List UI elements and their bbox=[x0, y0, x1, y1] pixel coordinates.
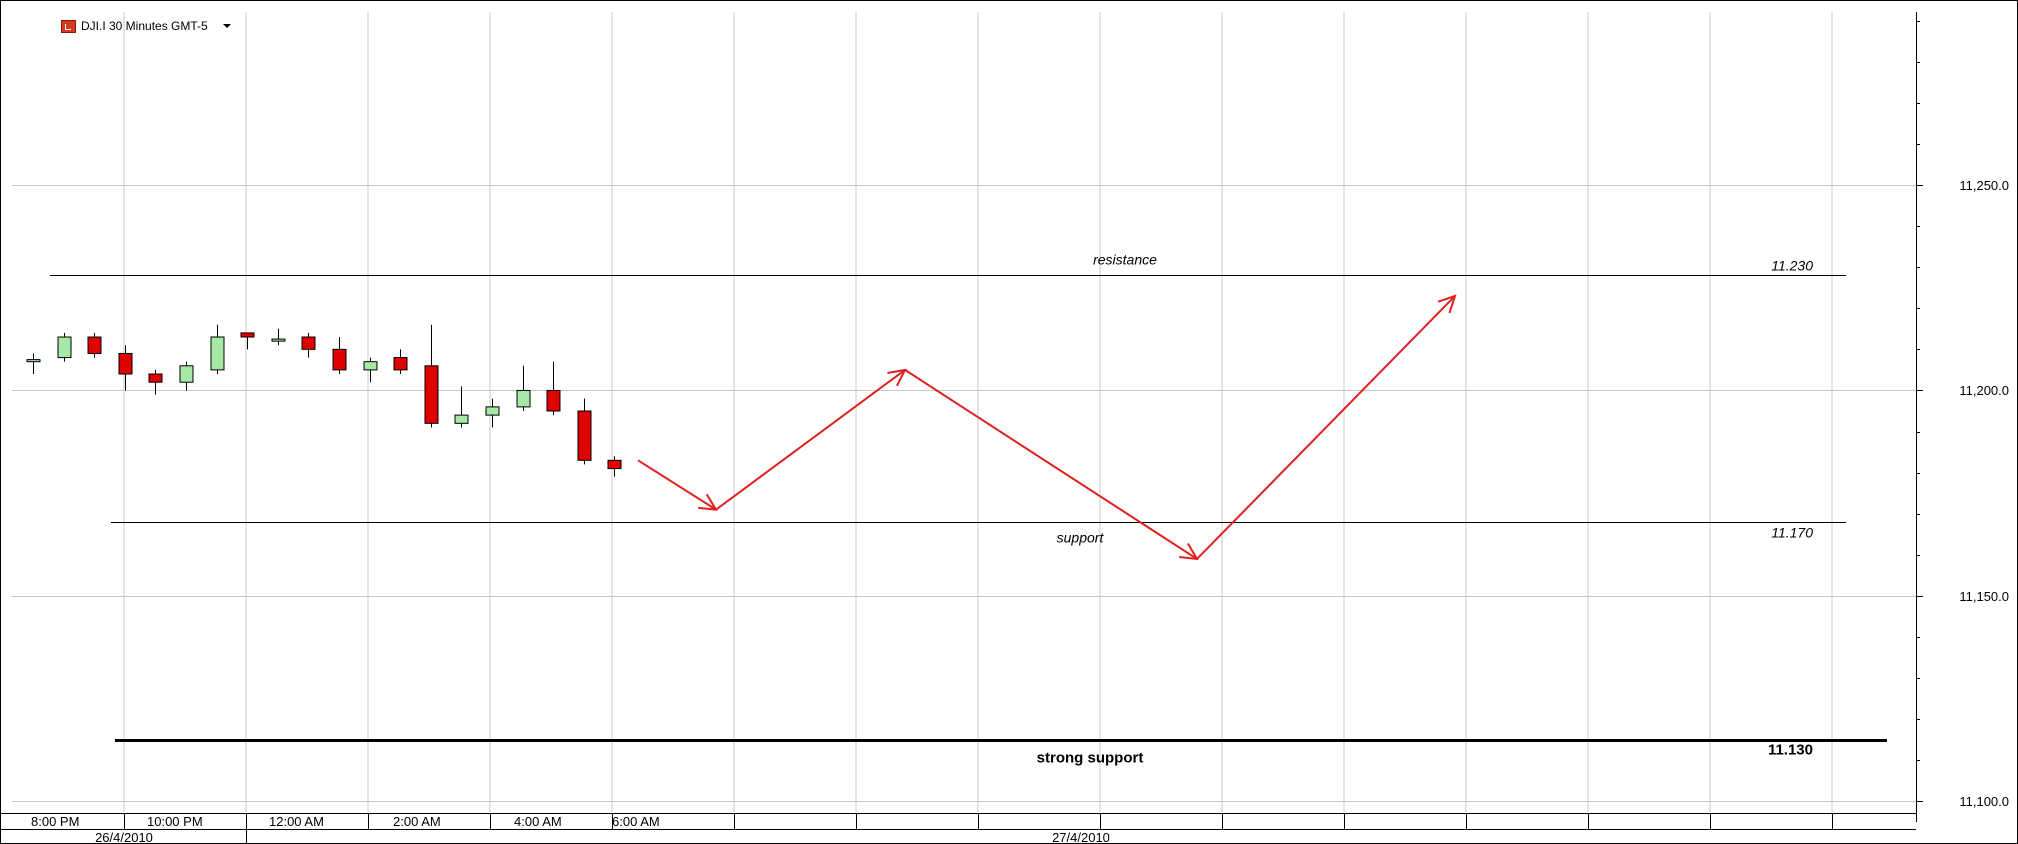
price-axis: 11,250.0 11,200.0 11,150.0 11,100.0 bbox=[1916, 12, 2009, 822]
support-value: 11.170 bbox=[1771, 525, 1813, 541]
time-label: 8:00 PM bbox=[31, 814, 79, 829]
candle-down bbox=[118, 352, 133, 375]
projection-arrow bbox=[1196, 296, 1455, 560]
chevron-down-icon[interactable] bbox=[222, 24, 231, 28]
price-tick-label: 11,150.0 bbox=[1959, 589, 2009, 604]
time-label: 4:00 AM bbox=[514, 814, 562, 829]
candle-up bbox=[516, 389, 531, 408]
symbol-selector[interactable]: DJI.I 30 Minutes GMT-5 bbox=[61, 17, 231, 35]
price-tick-label: 11,100.0 bbox=[1959, 794, 2009, 809]
candle-up bbox=[485, 406, 500, 416]
date-label: 26/4/2010 bbox=[95, 830, 153, 844]
candle-up bbox=[210, 336, 225, 371]
strong-support-label: strong support bbox=[1037, 750, 1144, 767]
resistance-value: 11.230 bbox=[1771, 258, 1813, 274]
support-label: support bbox=[1057, 530, 1105, 546]
candle-up bbox=[57, 336, 72, 359]
price-tick-label: 11,200.0 bbox=[1959, 383, 2009, 398]
price-tick-label: 11,250.0 bbox=[1959, 178, 2009, 193]
candle-down bbox=[148, 373, 163, 383]
candle-up bbox=[271, 338, 286, 342]
grid-lines bbox=[12, 12, 1916, 812]
time-label: 6:00 AM bbox=[612, 814, 660, 829]
projection-arrow bbox=[904, 369, 1197, 559]
candle-down bbox=[240, 332, 255, 338]
candle-down bbox=[424, 365, 439, 424]
projection-arrows bbox=[637, 296, 1455, 560]
candle-down bbox=[87, 336, 102, 354]
time-label: 2:00 AM bbox=[393, 814, 441, 829]
candle-down bbox=[546, 389, 561, 412]
time-label: 10:00 PM bbox=[147, 814, 203, 829]
time-axis: 8:00 PM 10:00 PM 12:00 AM 2:00 AM 4:00 AM 6:0… bbox=[0, 813, 1916, 844]
candle-up bbox=[454, 414, 469, 424]
date-label: 27/4/2010 bbox=[1052, 830, 1110, 844]
projection-arrow bbox=[637, 459, 716, 509]
level-lines: resistance 11.230 support 11.170 strong supp… bbox=[50, 252, 1887, 767]
projection-arrow bbox=[715, 370, 905, 511]
strong-support-value: 11.130 bbox=[1768, 742, 1813, 759]
candle-down bbox=[393, 357, 408, 371]
chart-symbol-icon bbox=[61, 19, 76, 33]
symbol-label: DJI.I 30 Minutes GMT-5 bbox=[81, 19, 208, 33]
time-label: 12:00 AM bbox=[269, 814, 324, 829]
candle-down bbox=[607, 459, 622, 470]
candle-up bbox=[26, 359, 41, 363]
candle-down bbox=[332, 348, 347, 371]
candles bbox=[26, 324, 622, 477]
candle-up bbox=[363, 361, 378, 371]
candle-up bbox=[179, 365, 194, 383]
resistance-label: resistance bbox=[1093, 252, 1157, 268]
candle-down bbox=[577, 410, 592, 461]
candle-down bbox=[301, 336, 316, 350]
